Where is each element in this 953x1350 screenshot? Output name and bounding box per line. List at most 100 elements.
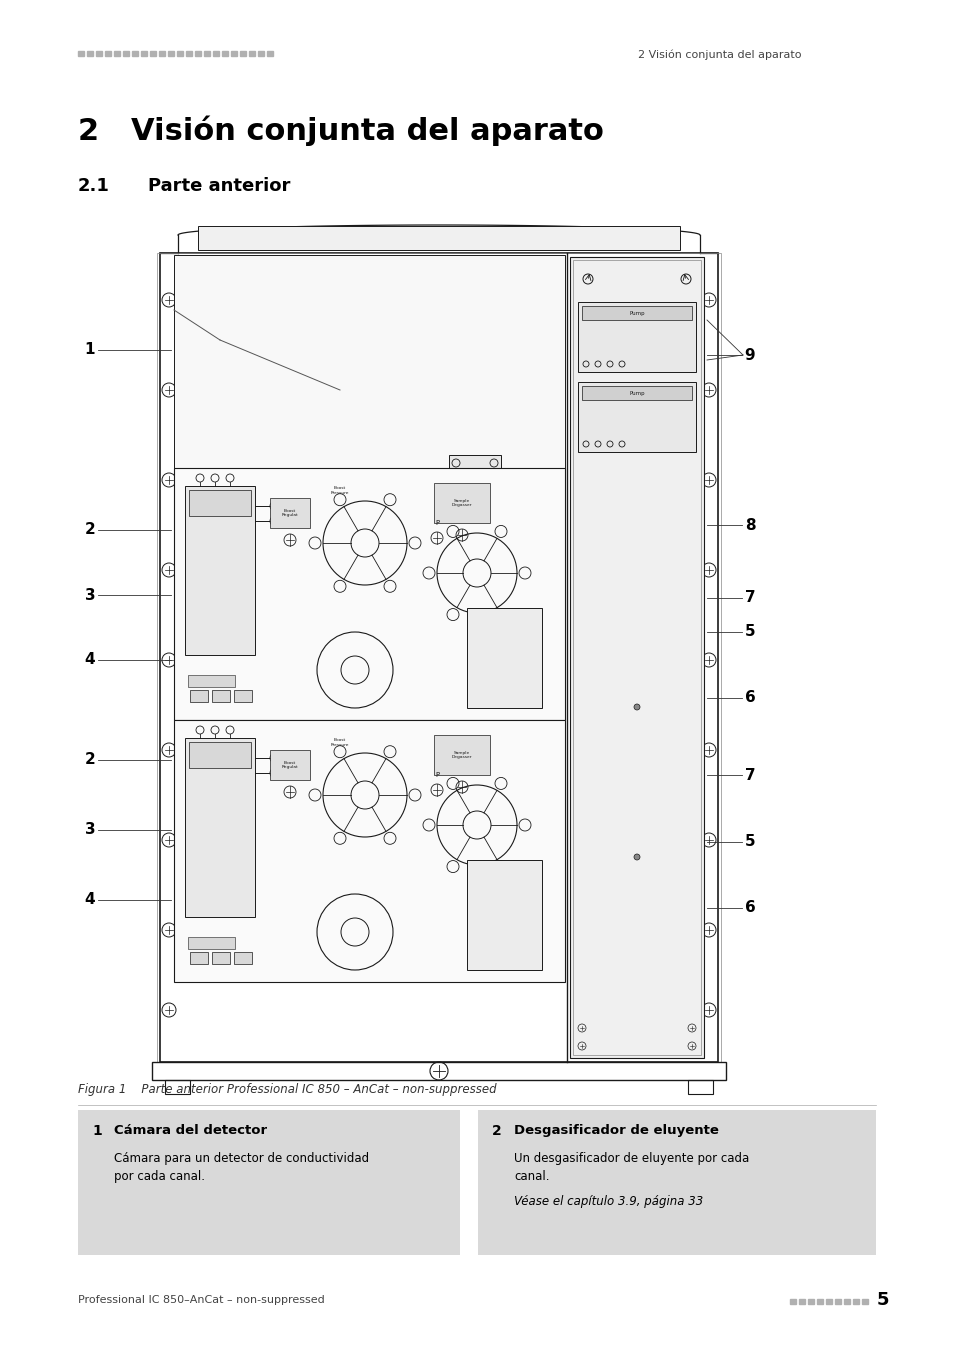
Bar: [194, 51, 201, 55]
Bar: [581, 386, 691, 400]
Bar: [132, 51, 138, 55]
Bar: [573, 261, 700, 1054]
Text: 2   Visión conjunta del aparato: 2 Visión conjunta del aparato: [78, 115, 603, 146]
Bar: [249, 51, 254, 55]
Bar: [233, 952, 252, 964]
Bar: [231, 51, 236, 55]
Bar: [165, 1080, 190, 1094]
Bar: [185, 738, 254, 917]
Bar: [257, 51, 264, 55]
Text: 2: 2: [85, 522, 95, 537]
Text: 4: 4: [85, 892, 95, 907]
Bar: [173, 468, 564, 720]
Bar: [222, 51, 228, 55]
Bar: [843, 1299, 849, 1304]
Bar: [198, 225, 679, 250]
Text: canal.: canal.: [514, 1170, 549, 1183]
Bar: [160, 252, 718, 1062]
Bar: [467, 608, 541, 707]
Bar: [168, 51, 173, 55]
Bar: [185, 486, 254, 655]
Circle shape: [634, 855, 639, 860]
Text: Pump: Pump: [629, 390, 644, 396]
Bar: [434, 734, 490, 775]
Text: 3: 3: [85, 587, 95, 602]
Circle shape: [477, 468, 483, 475]
Bar: [789, 1299, 795, 1304]
Bar: [123, 51, 129, 55]
Text: Boost
Regulat: Boost Regulat: [281, 509, 298, 517]
Bar: [141, 51, 147, 55]
Bar: [816, 1299, 822, 1304]
Text: Sample
Degasser: Sample Degasser: [452, 498, 472, 508]
Text: 3: 3: [85, 822, 95, 837]
Bar: [150, 51, 156, 55]
Text: P: P: [435, 772, 438, 778]
Bar: [569, 256, 703, 1058]
Text: Boost
Pressure: Boost Pressure: [331, 486, 349, 494]
Text: Professional IC 850–AnCat – non-suppressed: Professional IC 850–AnCat – non-suppress…: [78, 1295, 324, 1305]
Bar: [96, 51, 102, 55]
Bar: [159, 51, 165, 55]
Text: 5: 5: [876, 1291, 888, 1310]
Circle shape: [634, 703, 639, 710]
Bar: [78, 1110, 459, 1256]
Bar: [240, 51, 246, 55]
Bar: [212, 952, 230, 964]
Text: Cámara del detector: Cámara del detector: [113, 1125, 267, 1137]
Text: 5: 5: [744, 625, 755, 640]
Text: 2: 2: [492, 1125, 501, 1138]
Bar: [105, 51, 111, 55]
Text: 7: 7: [744, 768, 755, 783]
Bar: [186, 51, 192, 55]
Bar: [687, 1080, 712, 1094]
Bar: [799, 1299, 804, 1304]
Text: Parte anterior: Parte anterior: [148, 177, 290, 194]
Text: 8: 8: [744, 517, 755, 532]
Bar: [177, 51, 183, 55]
Text: P: P: [435, 520, 438, 526]
Bar: [152, 1062, 725, 1080]
Bar: [825, 1299, 831, 1304]
Bar: [267, 51, 273, 55]
Bar: [852, 1299, 858, 1304]
Bar: [834, 1299, 841, 1304]
Text: 6: 6: [744, 690, 755, 706]
Bar: [449, 455, 500, 490]
Text: por cada canal.: por cada canal.: [113, 1170, 205, 1183]
Text: 1: 1: [85, 343, 95, 358]
Circle shape: [467, 468, 473, 475]
Bar: [578, 302, 696, 373]
Bar: [78, 51, 84, 55]
Text: Véase el capítulo 3.9, página 33: Véase el capítulo 3.9, página 33: [514, 1195, 702, 1208]
Bar: [173, 255, 564, 468]
Text: 7: 7: [744, 590, 755, 606]
Text: Boost
Pressure: Boost Pressure: [331, 738, 349, 747]
Text: 2.1: 2.1: [78, 177, 110, 194]
Bar: [189, 743, 251, 768]
Text: Pump: Pump: [629, 310, 644, 316]
Bar: [270, 751, 310, 780]
Bar: [87, 51, 92, 55]
Bar: [213, 51, 219, 55]
Text: 2: 2: [85, 752, 95, 768]
Text: 6: 6: [744, 900, 755, 915]
Bar: [578, 382, 696, 452]
Bar: [212, 690, 230, 702]
Circle shape: [456, 468, 461, 475]
Text: 2 Visión conjunta del aparato: 2 Visión conjunta del aparato: [638, 50, 801, 61]
Bar: [862, 1299, 867, 1304]
Bar: [204, 51, 210, 55]
Bar: [188, 675, 234, 687]
Bar: [157, 252, 720, 1062]
Text: 4: 4: [85, 652, 95, 667]
Bar: [190, 690, 208, 702]
Text: Figura 1    Parte anterior Professional IC 850 – AnCat – non-suppressed: Figura 1 Parte anterior Professional IC …: [78, 1083, 497, 1096]
Text: 5: 5: [744, 834, 755, 849]
Bar: [807, 1299, 813, 1304]
Bar: [477, 1110, 875, 1256]
Text: Boost
Regulat: Boost Regulat: [281, 760, 298, 770]
Bar: [581, 306, 691, 320]
Text: Sample
Degasser: Sample Degasser: [452, 751, 472, 759]
Text: Un desgasificador de eluyente por cada: Un desgasificador de eluyente por cada: [514, 1152, 748, 1165]
